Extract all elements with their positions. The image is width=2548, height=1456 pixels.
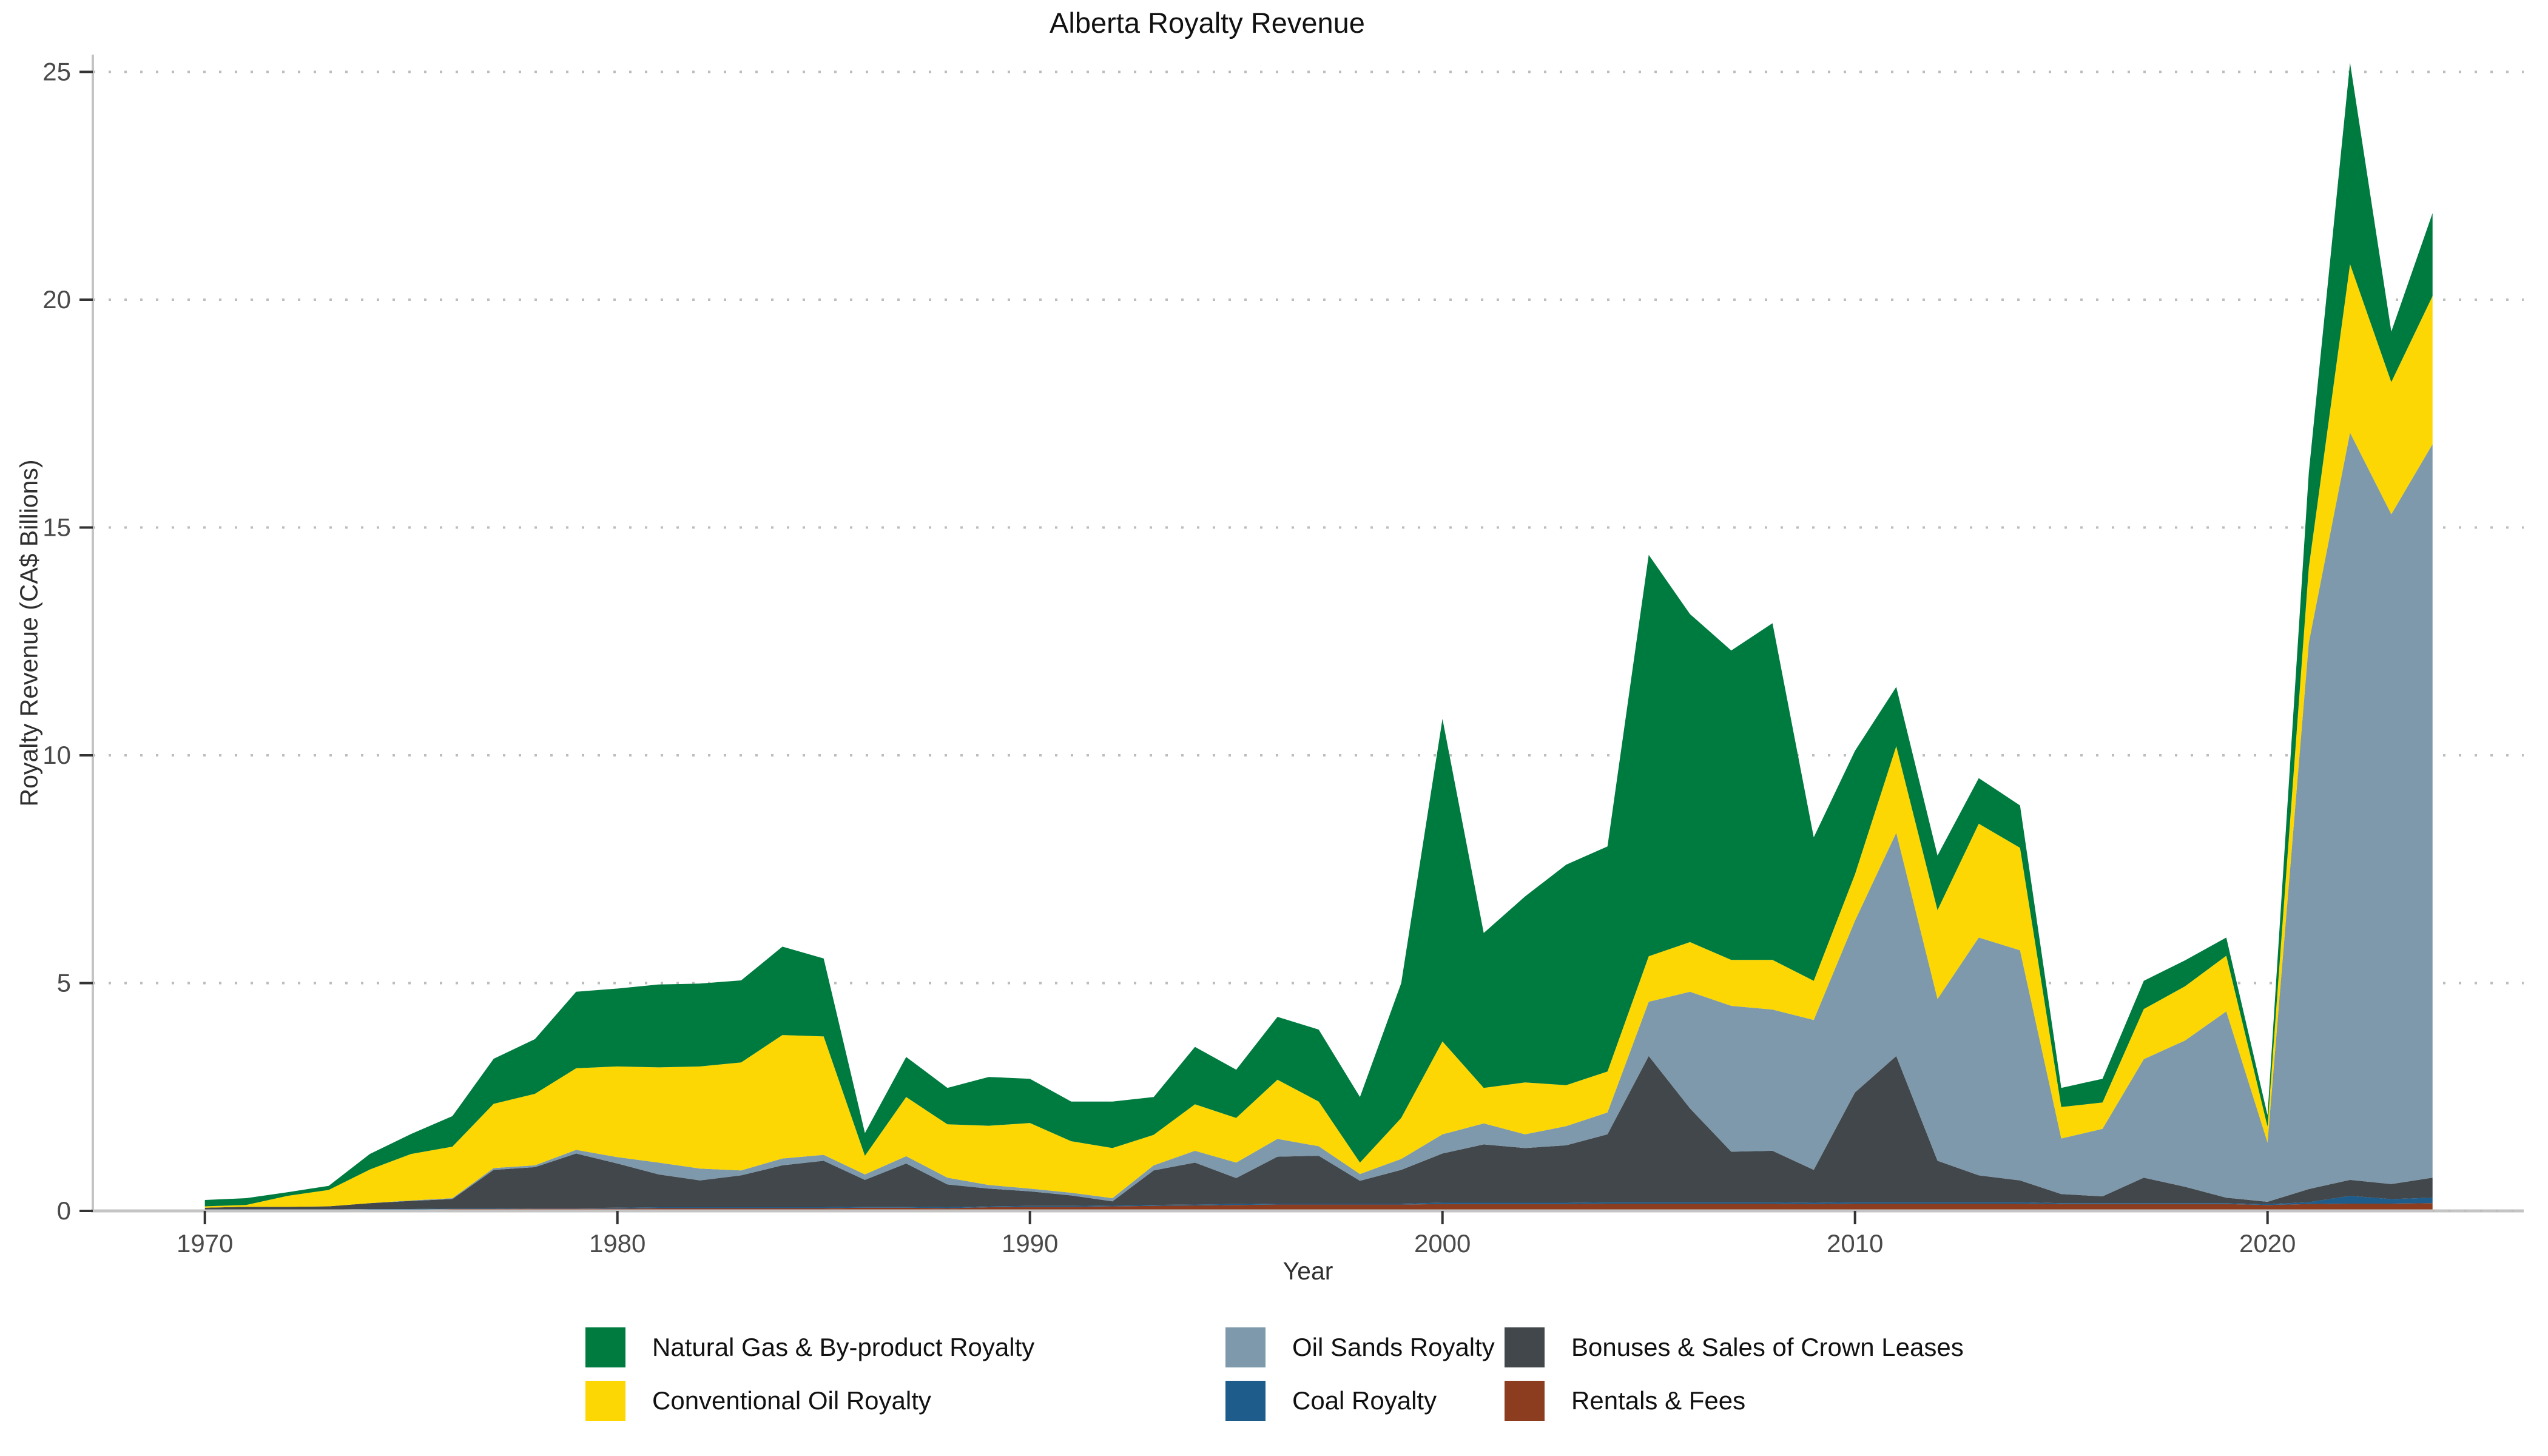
x-tick-label-2010: 2010 xyxy=(1827,1229,1883,1258)
x-tick-label-2020: 2020 xyxy=(2239,1229,2296,1258)
area-coal xyxy=(204,1196,2433,1211)
y-tick-label-15: 15 xyxy=(42,513,71,542)
y-tick-label-20: 20 xyxy=(42,285,71,314)
x-tick-label-2000: 2000 xyxy=(1414,1229,1471,1258)
y-tick-label-0: 0 xyxy=(57,1196,71,1225)
area-oil_sands xyxy=(204,433,2433,1208)
x-axis-title: Year xyxy=(1282,1257,1333,1285)
area-bonuses xyxy=(204,1056,2433,1211)
page-title: Alberta Royalty Revenue xyxy=(1050,7,1365,39)
y-tick-label-10: 10 xyxy=(42,741,71,769)
y-tick-label-25: 25 xyxy=(42,58,71,86)
area-rentals xyxy=(204,1203,2433,1211)
x-tick-label-1980: 1980 xyxy=(589,1229,645,1258)
y-axis-title: Royalty Revenue (CA$ Billions) xyxy=(15,459,43,807)
x-tick-label-1970: 1970 xyxy=(177,1229,233,1258)
area-natural_gas xyxy=(204,62,2433,1207)
y-tick-label-5: 5 xyxy=(57,969,71,997)
x-tick-label-1990: 1990 xyxy=(1002,1229,1058,1258)
